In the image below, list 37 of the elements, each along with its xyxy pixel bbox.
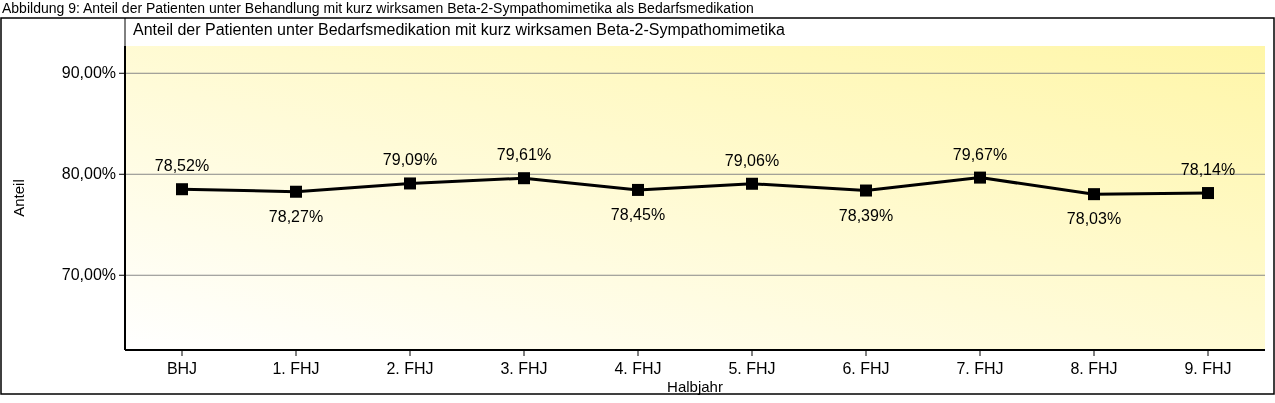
x-tick-label: 8. FHJ xyxy=(1070,360,1118,377)
data-label: 78,39% xyxy=(838,206,894,224)
data-label: 79,09% xyxy=(382,151,438,169)
point xyxy=(404,177,416,190)
x-tick-label: 5. FHJ xyxy=(728,360,776,377)
point xyxy=(176,183,188,196)
x-tick-label: 3. FHJ xyxy=(500,360,548,377)
data-label: 78,27% xyxy=(268,207,324,225)
data-label: 79,67% xyxy=(952,145,1008,163)
x-tick-label: 9. FHJ xyxy=(1184,360,1232,377)
data-label: 79,61% xyxy=(496,146,552,164)
point xyxy=(632,183,644,196)
chart-title: Anteil der Patienten unter Bedarfsmedikation mit kurz wirksamen Beta-2-Sympathomimetika xyxy=(133,21,785,38)
y-tick-label: 80,00% xyxy=(61,165,116,183)
point xyxy=(974,171,986,184)
text: Abbildung 9: Anteil der Patienten unter Behandlung mit kurz wirksamen Beta-2-Sympathomimetika als Bedarfsmedikation xyxy=(2,0,754,16)
point xyxy=(1088,188,1100,201)
point xyxy=(746,177,758,190)
x-tick-label: 7. FHJ xyxy=(956,360,1004,377)
point xyxy=(290,185,302,198)
data-label: 79,06% xyxy=(724,151,780,169)
data-label: 78,03% xyxy=(1066,210,1122,228)
point xyxy=(860,184,872,197)
y-axis-title: Anteil xyxy=(10,179,27,217)
data-label: 78,52% xyxy=(154,157,210,175)
x-tick-label: 2. FHJ xyxy=(386,360,434,377)
point xyxy=(1202,187,1214,200)
y-tick-label: 90,00% xyxy=(61,64,116,82)
point xyxy=(518,172,530,185)
x-axis-title: Halbjahr xyxy=(667,378,723,395)
x-tick-label: 6. FHJ xyxy=(842,360,890,377)
x-tick-label: 4. FHJ xyxy=(614,360,662,377)
data-label: 78,14% xyxy=(1180,161,1236,179)
data-label: 78,45% xyxy=(610,205,666,223)
x-tick-label: BHJ xyxy=(166,360,198,377)
x-tick-label: 1. FHJ xyxy=(272,360,320,377)
y-tick-label: 70,00% xyxy=(61,266,116,284)
